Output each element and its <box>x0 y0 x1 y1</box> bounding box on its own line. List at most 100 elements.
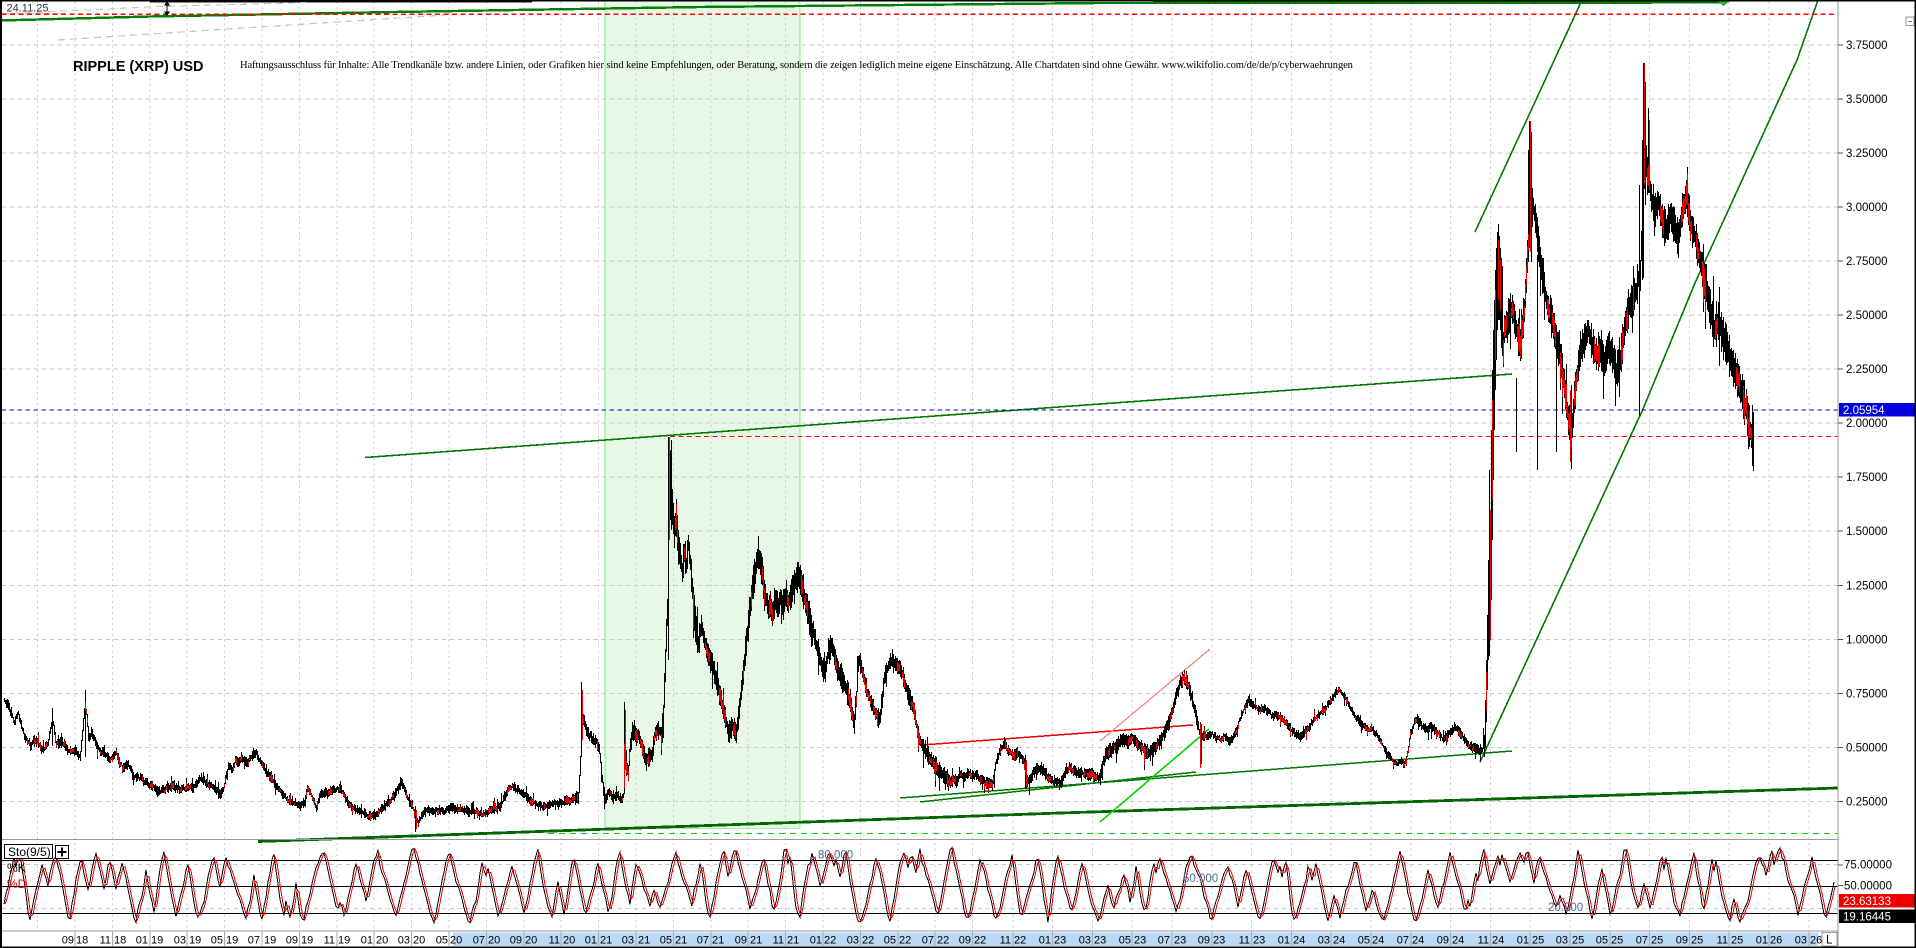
svg-text:26: 26 <box>1770 935 1782 947</box>
svg-text:11: 11 <box>1239 935 1250 947</box>
svg-text:01: 01 <box>810 935 822 947</box>
svg-text:20.000: 20.000 <box>1548 902 1583 914</box>
svg-text:22: 22 <box>824 935 836 947</box>
svg-text:09: 09 <box>286 935 298 947</box>
svg-text:01: 01 <box>361 935 373 947</box>
svg-text:25: 25 <box>1611 935 1623 947</box>
svg-text:%D: %D <box>7 877 27 891</box>
svg-text:0.75000: 0.75000 <box>1846 688 1888 700</box>
svg-text:1.00000: 1.00000 <box>1846 634 1888 646</box>
svg-text:03: 03 <box>398 935 410 947</box>
svg-text:07: 07 <box>1397 935 1409 947</box>
svg-text:1.50000: 1.50000 <box>1846 526 1888 538</box>
svg-text:05: 05 <box>1358 935 1370 947</box>
svg-text:2.00000: 2.00000 <box>1846 418 1888 430</box>
svg-text:RIPPLE (XRP) USD: RIPPLE (XRP) USD <box>73 59 204 75</box>
svg-text:24: 24 <box>1293 935 1305 947</box>
svg-text:19.16445: 19.16445 <box>1843 912 1891 924</box>
svg-text:07: 07 <box>1158 935 1170 947</box>
svg-text:2.25000: 2.25000 <box>1846 364 1888 376</box>
svg-text:19: 19 <box>264 935 276 947</box>
svg-text:3.50000: 3.50000 <box>1846 94 1888 106</box>
svg-text:03: 03 <box>1318 935 1330 947</box>
svg-text:03: 03 <box>1795 935 1807 947</box>
svg-text:20: 20 <box>563 935 575 947</box>
svg-text:25: 25 <box>1731 935 1743 947</box>
svg-text:05: 05 <box>211 935 223 947</box>
svg-text:20: 20 <box>525 935 537 947</box>
svg-text:2.05954: 2.05954 <box>1843 405 1885 417</box>
svg-text:21: 21 <box>750 935 762 947</box>
svg-text:19: 19 <box>338 935 350 947</box>
svg-text:01: 01 <box>585 935 597 947</box>
svg-text:23: 23 <box>1054 935 1066 947</box>
svg-text:25: 25 <box>1532 935 1544 947</box>
svg-text:0.25000: 0.25000 <box>1846 797 1888 809</box>
svg-text:24: 24 <box>1452 935 1464 947</box>
svg-text:11: 11 <box>549 935 560 947</box>
svg-text:75.00000: 75.00000 <box>1844 860 1892 872</box>
svg-text:21: 21 <box>675 935 687 947</box>
svg-text:11: 11 <box>100 935 111 947</box>
svg-text:19: 19 <box>301 935 313 947</box>
svg-text:01: 01 <box>1517 935 1529 947</box>
svg-text:25: 25 <box>1572 935 1584 947</box>
svg-text:22: 22 <box>899 935 911 947</box>
svg-text:07: 07 <box>922 935 934 947</box>
svg-text:09: 09 <box>959 935 971 947</box>
svg-text:01: 01 <box>1278 935 1290 947</box>
svg-text:09: 09 <box>1198 935 1210 947</box>
svg-text:07: 07 <box>697 935 709 947</box>
svg-text:07: 07 <box>473 935 485 947</box>
svg-text:01: 01 <box>1756 935 1768 947</box>
svg-text:05: 05 <box>436 935 448 947</box>
svg-text:23: 23 <box>1213 935 1225 947</box>
svg-text:23.63133: 23.63133 <box>1843 896 1891 908</box>
svg-text:Sto(9/5): Sto(9/5) <box>8 845 51 859</box>
svg-text:24: 24 <box>1372 935 1384 947</box>
svg-text:26: 26 <box>1810 935 1822 947</box>
svg-text:22: 22 <box>1014 935 1026 947</box>
svg-text:%K: %K <box>7 861 26 875</box>
svg-text:11: 11 <box>1478 935 1489 947</box>
svg-text:2.50000: 2.50000 <box>1846 310 1888 322</box>
svg-text:05: 05 <box>884 935 896 947</box>
svg-text:20: 20 <box>376 935 388 947</box>
svg-text:20: 20 <box>413 935 425 947</box>
svg-text:09: 09 <box>735 935 747 947</box>
svg-text:11: 11 <box>1000 935 1011 947</box>
svg-text:19: 19 <box>189 935 201 947</box>
svg-text:23: 23 <box>1134 935 1146 947</box>
svg-text:19: 19 <box>151 935 163 947</box>
svg-text:09: 09 <box>1676 935 1688 947</box>
svg-text:07: 07 <box>1636 935 1648 947</box>
svg-text:20: 20 <box>450 935 462 947</box>
svg-text:09: 09 <box>62 935 74 947</box>
svg-text:05: 05 <box>660 935 672 947</box>
svg-text:22: 22 <box>862 935 874 947</box>
svg-text:80.000: 80.000 <box>818 850 853 862</box>
svg-text:21: 21 <box>638 935 650 947</box>
svg-text:09: 09 <box>1437 935 1449 947</box>
svg-text:24: 24 <box>1492 935 1504 947</box>
svg-text:01: 01 <box>1039 935 1051 947</box>
svg-text:11: 11 <box>1717 935 1728 947</box>
svg-text:22: 22 <box>937 935 949 947</box>
svg-text:24: 24 <box>1333 935 1345 947</box>
svg-text:24.11.25: 24.11.25 <box>7 3 49 15</box>
svg-text:05: 05 <box>1596 935 1608 947</box>
svg-text:1.25000: 1.25000 <box>1846 580 1888 592</box>
svg-text:50.00000: 50.00000 <box>1844 881 1892 893</box>
svg-text:21: 21 <box>712 935 724 947</box>
svg-text:24: 24 <box>1412 935 1424 947</box>
svg-text:Haftungsausschluss für Inhalte: Haftungsausschluss für Inhalte: Alle Tre… <box>240 60 1354 71</box>
svg-text:25: 25 <box>1651 935 1663 947</box>
svg-text:18: 18 <box>114 935 126 947</box>
svg-text:01: 01 <box>136 935 148 947</box>
svg-text:03: 03 <box>622 935 634 947</box>
svg-text:2.75000: 2.75000 <box>1846 256 1888 268</box>
svg-text:22: 22 <box>974 935 986 947</box>
svg-text:03: 03 <box>1556 935 1568 947</box>
svg-text:03: 03 <box>847 935 859 947</box>
svg-text:21: 21 <box>600 935 612 947</box>
